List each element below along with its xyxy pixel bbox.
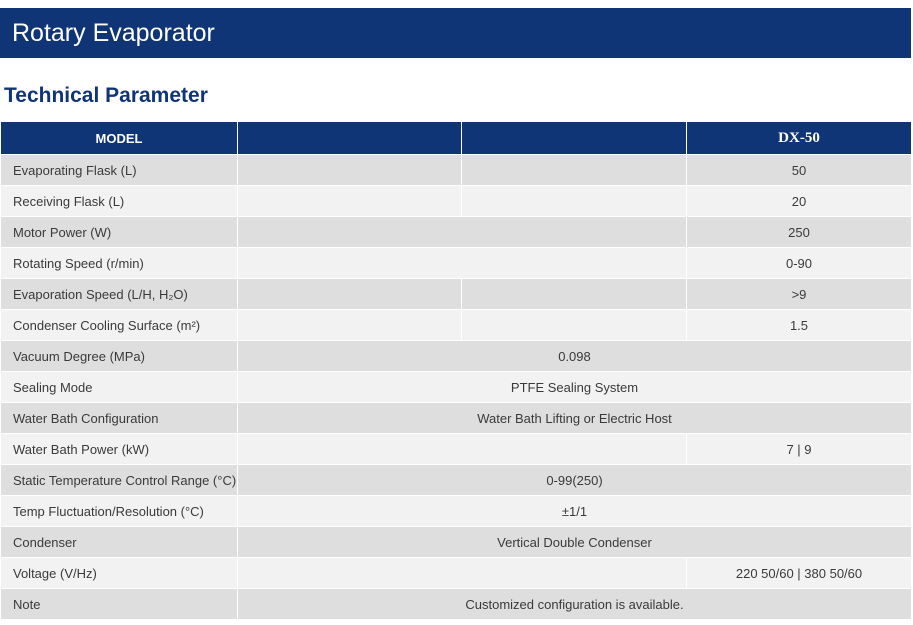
value: 0-99(250) [237, 464, 912, 496]
label: Receiving Flask (L) [0, 185, 238, 217]
value: 1.5 [686, 309, 912, 341]
value: ±1/1 [237, 495, 912, 527]
value: >9 [686, 278, 912, 310]
spec-table: MODEL DX-50 Evaporating Flask (L) 50 Rece… [0, 121, 912, 620]
cell [237, 247, 687, 279]
row: Evaporation Speed (L/H, H₂O) >9 [0, 278, 912, 310]
value: PTFE Sealing System [237, 371, 912, 403]
row: Sealing Mode PTFE Sealing System [0, 371, 912, 403]
label: Evaporating Flask (L) [0, 154, 238, 186]
header-row: MODEL DX-50 [0, 121, 912, 155]
label: Motor Power (W) [0, 216, 238, 248]
cell [237, 185, 462, 217]
row: Evaporating Flask (L) 50 [0, 154, 912, 186]
row: Condenser Cooling Surface (m²) 1.5 [0, 309, 912, 341]
cell [237, 557, 687, 589]
cell [461, 185, 687, 217]
page-title: Rotary Evaporator [0, 8, 911, 58]
label: Voltage (V/Hz) [0, 557, 238, 589]
cell [237, 309, 462, 341]
row: Rotating Speed (r/min) 0-90 [0, 247, 912, 279]
cell [461, 278, 687, 310]
header-cell: DX-50 [686, 121, 912, 155]
label: Sealing Mode [0, 371, 238, 403]
label: Condenser Cooling Surface (m²) [0, 309, 238, 341]
cell [237, 154, 462, 186]
label: Note [0, 588, 238, 620]
value: 50 [686, 154, 912, 186]
value: 220 50/60 | 380 50/60 [686, 557, 912, 589]
header-cell [461, 121, 687, 155]
value: Vertical Double Condenser [237, 526, 912, 558]
header-cell: MODEL [0, 121, 238, 155]
cell [237, 433, 687, 465]
value: 250 [686, 216, 912, 248]
row: Motor Power (W) 250 [0, 216, 912, 248]
label: Temp Fluctuation/Resolution (°C) [0, 495, 238, 527]
label: Condenser [0, 526, 238, 558]
row: Static Temperature Control Range (°C) 0-9… [0, 464, 912, 496]
row: Receiving Flask (L) 20 [0, 185, 912, 217]
row: Condenser Vertical Double Condenser [0, 526, 912, 558]
value: 0-90 [686, 247, 912, 279]
value: 7 | 9 [686, 433, 912, 465]
row: Voltage (V/Hz) 220 50/60 | 380 50/60 [0, 557, 912, 589]
header-cell [237, 121, 462, 155]
row: Note Customized configuration is availabl… [0, 588, 912, 620]
row: Vacuum Degree (MPa) 0.098 [0, 340, 912, 372]
row: Temp Fluctuation/Resolution (°C) ±1/1 [0, 495, 912, 527]
cell [461, 154, 687, 186]
label: Static Temperature Control Range (°C) [0, 464, 238, 496]
cell [237, 278, 462, 310]
section-title: Technical Parameter [4, 84, 208, 107]
label: Water Bath Configuration [0, 402, 238, 434]
value: Water Bath Lifting or Electric Host [237, 402, 912, 434]
cell [461, 309, 687, 341]
label: Rotating Speed (r/min) [0, 247, 238, 279]
value: 20 [686, 185, 912, 217]
label: Evaporation Speed (L/H, H₂O) [0, 278, 238, 310]
row: Water Bath Power (kW) 7 | 9 [0, 433, 912, 465]
row: Water Bath Configuration Water Bath Lifti… [0, 402, 912, 434]
cell [237, 216, 687, 248]
label: Water Bath Power (kW) [0, 433, 238, 465]
label: Vacuum Degree (MPa) [0, 340, 238, 372]
value: 0.098 [237, 340, 912, 372]
value: Customized configuration is available. [237, 588, 912, 620]
